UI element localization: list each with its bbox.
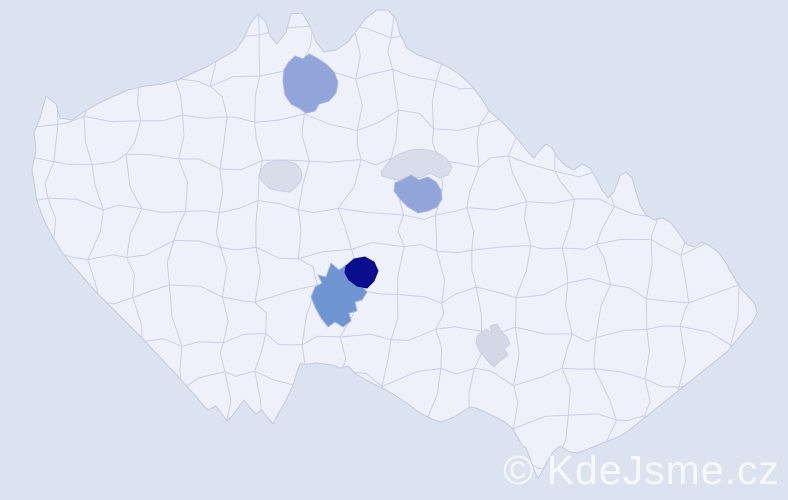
district-highlight-highlands-north[interactable]: [344, 256, 379, 289]
district-highlight-central-bohemia-west[interactable]: [258, 159, 303, 193]
highlighted-districts: [258, 53, 511, 368]
district-highlight-north-bohemia[interactable]: [282, 53, 339, 114]
district-highlight-east-bohemia-upper[interactable]: [380, 148, 453, 181]
district-highlight-east-bohemia-lower[interactable]: [393, 174, 443, 214]
district-highlight-south-moravia-city[interactable]: [475, 323, 511, 368]
